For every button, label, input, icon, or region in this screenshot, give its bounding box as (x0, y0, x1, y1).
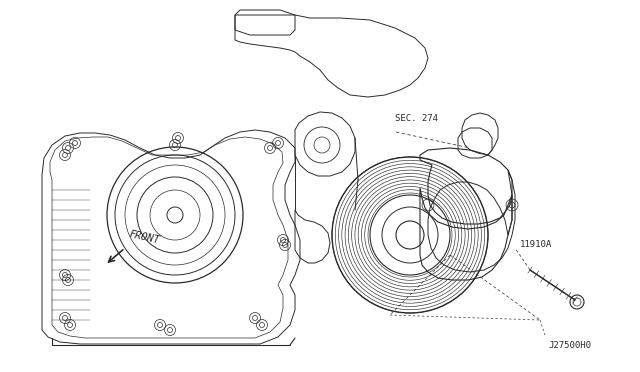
Text: J27500H0: J27500H0 (548, 340, 591, 350)
Text: FRONT: FRONT (128, 229, 161, 245)
Text: 11910A: 11910A (520, 240, 552, 248)
Text: SEC. 274: SEC. 274 (395, 114, 438, 123)
